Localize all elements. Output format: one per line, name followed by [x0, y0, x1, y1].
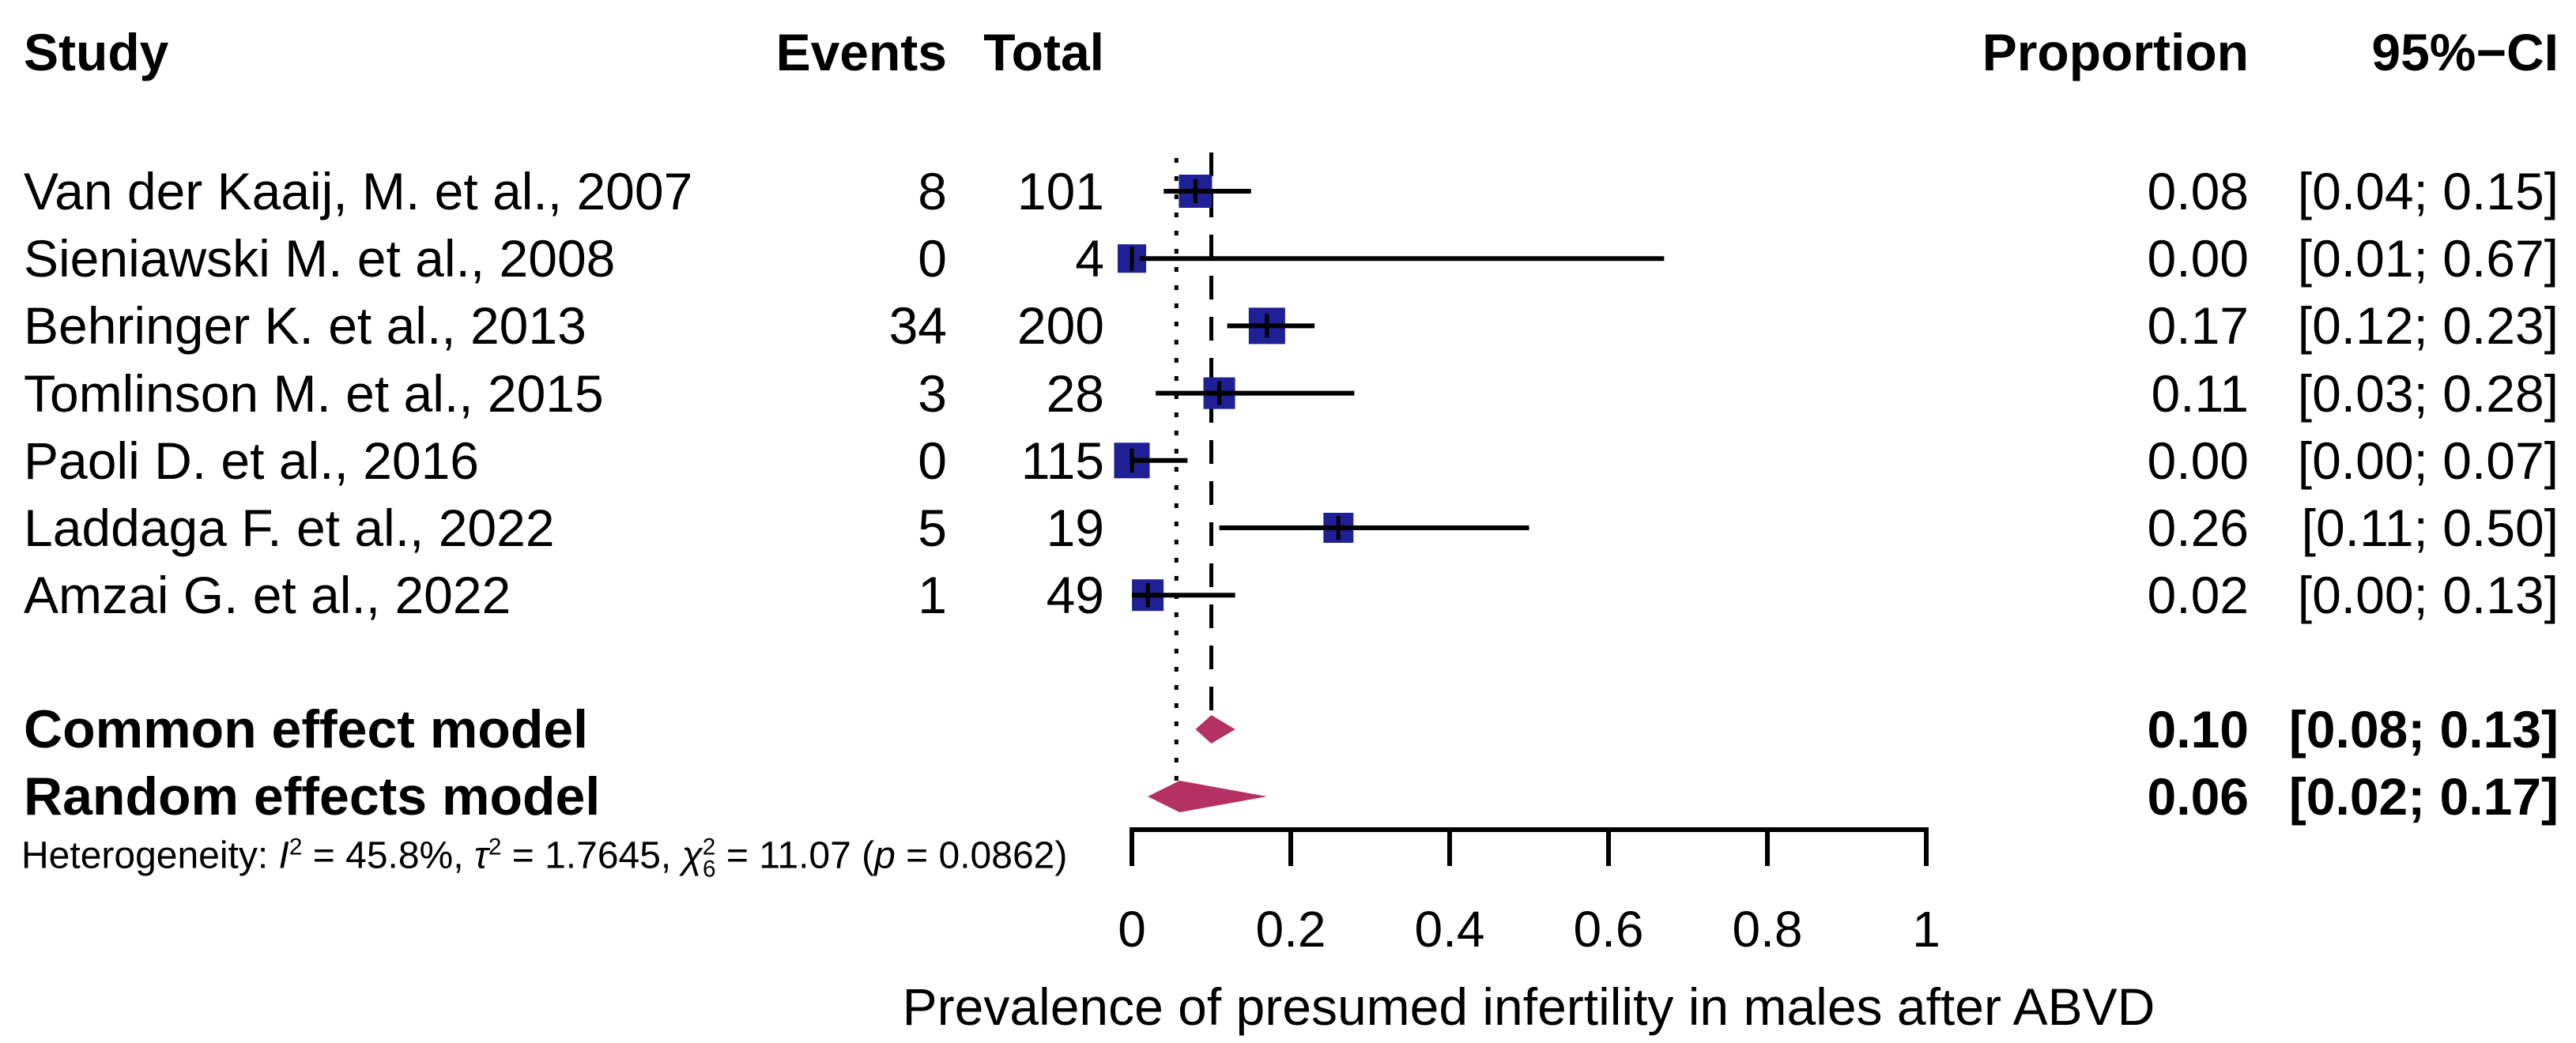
common-effect-proportion: 0.10: [2147, 700, 2249, 759]
study-total: 19: [1046, 499, 1104, 557]
study-total: 200: [1016, 296, 1104, 356]
x-tick-label: 0.8: [1732, 901, 1803, 958]
study-proportion: 0.02: [2147, 566, 2249, 625]
study-events: 34: [888, 296, 947, 356]
study-ci: [0.00; 0.13]: [2297, 566, 2559, 625]
col-header-study: Study: [24, 23, 169, 81]
heterogeneity-segment: = 1.7645,: [501, 834, 682, 877]
heterogeneity-segment: 2: [289, 834, 303, 860]
common-effect-diamond: [1195, 715, 1235, 744]
study-name: Paoli D. et al., 2016: [24, 431, 480, 490]
heterogeneity-segment: 2: [702, 834, 716, 860]
study-events: 1: [918, 566, 947, 625]
study-name: Behringer K. et al., 2013: [24, 296, 586, 356]
heterogeneity-segment: 6: [702, 855, 716, 882]
study-events: 8: [918, 162, 947, 220]
study-total: 28: [1046, 363, 1104, 423]
study-events: 0: [918, 229, 947, 288]
study-total: 4: [1075, 229, 1104, 288]
col-header-proportion: Proportion: [1982, 23, 2249, 81]
study-total: 49: [1046, 566, 1104, 625]
study-ci: [0.03; 0.28]: [2297, 363, 2559, 423]
heterogeneity-segment: = 0.0862): [895, 834, 1068, 877]
heterogeneity-segment: = 11.07 (: [715, 834, 875, 877]
random-effects-proportion: 0.06: [2147, 767, 2249, 826]
common-effect-ci: [0.08; 0.13]: [2288, 700, 2559, 759]
study-name: Amzai G. et al., 2022: [24, 566, 511, 625]
random-effects-diamond: [1148, 781, 1267, 812]
study-events: 5: [918, 499, 947, 557]
study-proportion: 0.11: [2151, 363, 2249, 423]
x-tick-label: 0.6: [1573, 901, 1644, 958]
col-header-ci: 95%−CI: [2371, 23, 2559, 81]
x-tick-label: 1: [1912, 901, 1940, 958]
study-ci: [0.11; 0.50]: [2301, 499, 2559, 557]
heterogeneity-segment: p: [874, 834, 896, 877]
x-axis-label: Prevalence of presumed infertility in ma…: [902, 977, 2155, 1036]
x-tick-label: 0.2: [1255, 901, 1326, 958]
study-proportion: 0.00: [2147, 431, 2249, 490]
study-name: Van der Kaaij, M. et al., 2007: [24, 162, 693, 220]
x-tick-label: 0: [1118, 901, 1146, 958]
study-events: 0: [918, 431, 947, 490]
heterogeneity-note: Heterogeneity: I2 = 45.8%, τ2 = 1.7645, …: [21, 835, 1067, 880]
study-ci: [0.04; 0.15]: [2297, 162, 2559, 220]
x-tick-label: 0.4: [1414, 901, 1485, 958]
study-proportion: 0.26: [2147, 499, 2249, 557]
study-name: Sieniawski M. et al., 2008: [24, 229, 616, 288]
heterogeneity-segment: 2: [488, 834, 502, 860]
random-effects-ci: [0.02; 0.17]: [2288, 767, 2559, 826]
heterogeneity-segment: = 45.8%,: [302, 834, 474, 877]
study-total: 115: [1020, 431, 1104, 490]
heterogeneity-segment: Heterogeneity:: [21, 834, 279, 877]
study-proportion: 0.08: [2147, 162, 2249, 220]
common-effect-label: Common effect model: [24, 699, 589, 759]
study-ci: [0.12; 0.23]: [2297, 296, 2559, 356]
study-proportion: 0.17: [2147, 296, 2249, 356]
study-ci: [0.01; 0.67]: [2297, 229, 2559, 288]
study-name: Laddaga F. et al., 2022: [24, 499, 555, 557]
study-proportion: 0.00: [2147, 229, 2249, 288]
study-name: Tomlinson M. et al., 2015: [24, 363, 604, 423]
random-effects-label: Random effects model: [24, 766, 601, 826]
col-header-total: Total: [983, 23, 1104, 81]
heterogeneity-segment: I: [278, 834, 289, 877]
heterogeneity-segment: τ: [473, 834, 488, 877]
study-ci: [0.00; 0.07]: [2297, 431, 2559, 490]
col-header-events: Events: [775, 23, 947, 81]
study-events: 3: [918, 363, 947, 423]
heterogeneity-segment: χ: [681, 834, 703, 877]
study-total: 101: [1016, 162, 1104, 220]
